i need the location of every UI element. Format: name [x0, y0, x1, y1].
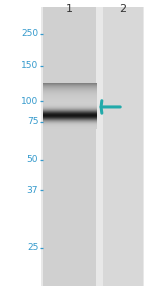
Bar — [43, 7, 96, 286]
Bar — [103, 7, 142, 286]
Text: 25: 25 — [27, 243, 38, 252]
Text: 50: 50 — [27, 155, 38, 164]
Text: 75: 75 — [27, 117, 38, 126]
Text: 150: 150 — [21, 62, 38, 70]
Text: 2: 2 — [119, 4, 127, 14]
Text: 250: 250 — [21, 29, 38, 38]
Text: 1: 1 — [66, 4, 73, 14]
Text: 100: 100 — [21, 97, 38, 105]
Text: 37: 37 — [27, 186, 38, 195]
Bar — [41, 7, 144, 286]
